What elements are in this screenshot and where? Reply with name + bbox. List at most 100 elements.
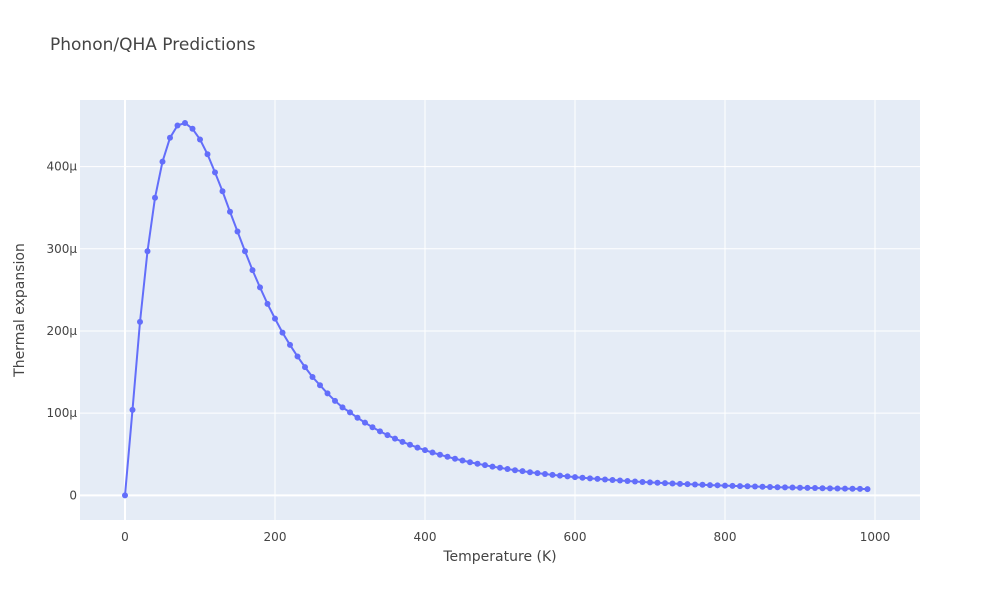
data-point	[842, 485, 848, 492]
data-point	[624, 478, 631, 485]
data-point	[467, 459, 473, 466]
data-point	[744, 483, 751, 490]
data-point	[639, 478, 646, 485]
data-point	[302, 364, 308, 371]
data-point	[714, 482, 721, 489]
data-point	[594, 475, 601, 482]
data-point	[789, 484, 796, 491]
data-point	[159, 158, 166, 165]
data-point	[549, 471, 556, 478]
y-axis-title: Thermal expansion	[12, 243, 28, 378]
y-tick-label: 400μ	[46, 160, 77, 174]
data-point	[669, 480, 676, 487]
data-point	[504, 466, 511, 473]
data-point	[849, 485, 856, 492]
data-point	[647, 479, 653, 486]
data-point	[422, 447, 428, 454]
data-point	[617, 477, 623, 484]
x-tick-label: 800	[714, 530, 737, 544]
data-point	[572, 474, 578, 481]
data-point	[834, 485, 841, 492]
data-point	[482, 462, 488, 469]
y-tick-label: 0	[69, 488, 77, 502]
data-point	[242, 248, 248, 255]
data-point	[527, 469, 533, 476]
data-point	[737, 483, 743, 490]
data-point	[354, 414, 361, 421]
data-point	[309, 373, 316, 380]
data-point	[437, 451, 443, 458]
data-point	[129, 406, 136, 413]
data-point	[609, 477, 616, 484]
data-point	[782, 484, 788, 491]
data-point	[197, 136, 203, 143]
data-point	[399, 438, 406, 445]
data-point	[767, 483, 773, 490]
data-point	[287, 341, 293, 348]
x-tick-label: 1000	[860, 530, 891, 544]
data-point	[804, 484, 811, 491]
data-point	[257, 284, 263, 291]
data-point	[407, 441, 413, 448]
data-point	[324, 390, 331, 397]
data-point	[444, 453, 451, 460]
data-point	[654, 479, 661, 486]
data-point	[272, 315, 278, 322]
data-point	[332, 397, 338, 404]
data-point	[317, 382, 323, 389]
data-point	[144, 248, 151, 255]
data-point	[759, 483, 766, 490]
data-point	[707, 482, 713, 489]
data-point	[347, 409, 353, 416]
data-point	[774, 484, 781, 491]
data-point	[384, 432, 391, 439]
data-point	[579, 474, 586, 481]
data-point	[632, 478, 638, 485]
data-point	[557, 472, 563, 479]
data-point	[249, 267, 256, 274]
y-tick-label: 200μ	[46, 324, 77, 338]
x-tick-label: 200	[264, 530, 287, 544]
data-point	[452, 455, 458, 462]
data-point	[699, 481, 706, 488]
data-point	[534, 470, 541, 477]
chart-title: Phonon/QHA Predictions	[50, 35, 256, 55]
data-point	[339, 404, 346, 411]
data-point	[489, 463, 496, 470]
data-point	[684, 481, 691, 488]
data-point	[362, 419, 368, 426]
data-point	[519, 468, 526, 475]
data-point	[564, 473, 571, 480]
data-point	[722, 482, 728, 489]
data-point	[227, 208, 233, 215]
series-line	[124, 121, 868, 496]
data-point	[662, 480, 668, 487]
data-point	[264, 300, 271, 307]
data-point	[219, 188, 226, 195]
data-point	[729, 482, 736, 489]
data-point	[474, 460, 481, 467]
data-point	[864, 486, 871, 493]
data-point	[294, 353, 301, 360]
data-point	[512, 467, 518, 474]
x-tick-label: 0	[121, 530, 129, 544]
data-point	[857, 485, 863, 492]
data-point	[819, 485, 826, 492]
x-tick-label: 600	[564, 530, 587, 544]
data-point	[137, 318, 143, 325]
data-point	[429, 449, 436, 456]
data-point	[167, 134, 173, 141]
y-tick-label: 100μ	[46, 406, 77, 420]
x-axis-title: Temperature (K)	[442, 549, 556, 565]
data-point	[189, 125, 196, 132]
data-point	[174, 122, 181, 129]
y-tick-label: 300μ	[46, 242, 77, 256]
data-point	[542, 471, 548, 478]
data-point	[152, 194, 158, 201]
data-point	[812, 485, 818, 492]
data-point	[602, 476, 608, 483]
data-point	[692, 481, 698, 488]
data-point	[204, 151, 211, 158]
data-point	[392, 435, 398, 442]
